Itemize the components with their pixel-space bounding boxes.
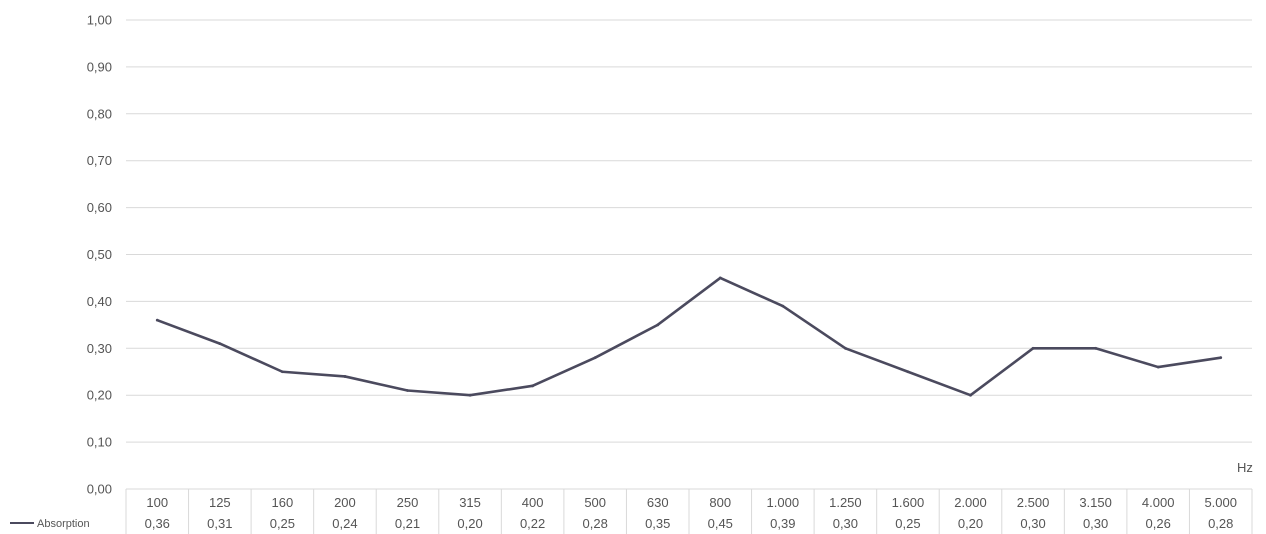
data-table-value: 0,35 [645, 516, 670, 531]
y-tick-label: 0,10 [87, 435, 112, 450]
x-tick-label: 4.000 [1142, 495, 1175, 510]
data-point [468, 393, 472, 397]
y-tick-label: 0,40 [87, 294, 112, 309]
data-table-value: 0,36 [145, 516, 170, 531]
data-table-value: 0,30 [1020, 516, 1045, 531]
y-tick-label: 1,00 [87, 13, 112, 28]
data-point [1031, 346, 1035, 350]
y-axis-ticks: 0,00 0,10 0,20 0,30 0,40 0,50 0,60 0,70 0,80 0,90… [87, 13, 112, 497]
x-tick-label: 5.000 [1204, 495, 1237, 510]
data-table-value: 0,25 [895, 516, 920, 531]
x-tick-label: 160 [272, 495, 294, 510]
data-point [843, 346, 847, 350]
x-unit-label: Hz [1237, 460, 1253, 475]
data-table-value: 0,24 [332, 516, 357, 531]
x-tick-label: 2.500 [1017, 495, 1050, 510]
y-tick-label: 0,70 [87, 153, 112, 168]
data-point [343, 375, 347, 378]
y-tick-label: 0,00 [87, 482, 112, 497]
data-table-value: 0,25 [270, 516, 295, 531]
data-table-value: 0,45 [708, 516, 733, 531]
data-table-value: 0,30 [833, 516, 858, 531]
data-table-value: 0,30 [1083, 516, 1108, 531]
data-point [781, 304, 785, 308]
y-tick-label: 0,90 [87, 59, 112, 74]
x-tick-label: 400 [522, 495, 544, 510]
data-point [593, 356, 597, 360]
y-tick-label: 0,80 [87, 106, 112, 121]
data-point [280, 370, 284, 374]
y-tick-label: 0,60 [87, 200, 112, 215]
data-point [906, 370, 910, 374]
y-tick-label: 0,20 [87, 388, 112, 403]
gridlines [126, 19, 1252, 490]
data-point [406, 389, 409, 392]
x-tick-label: 500 [584, 495, 606, 510]
y-tick-label: 0,30 [87, 341, 112, 356]
data-point [656, 323, 660, 327]
data-point [155, 318, 159, 322]
data-table-value: 0,26 [1146, 516, 1171, 531]
data-point [1094, 346, 1098, 350]
x-tick-label: 630 [647, 495, 669, 510]
data-table-value: 0,21 [395, 516, 420, 531]
x-tick-label: 250 [397, 495, 419, 510]
data-table: 100 0,36 125 0,31 160 0,25 200 0,24 250 0,21 315 0,… [125, 489, 1253, 534]
data-point [718, 276, 722, 280]
data-table-value: 0,20 [958, 516, 983, 531]
x-tick-label: 100 [146, 495, 168, 510]
data-table-value: 0,31 [207, 516, 232, 531]
x-tick-label: 1.000 [767, 495, 800, 510]
data-point [531, 384, 535, 388]
data-table-value: 0,39 [770, 516, 795, 531]
x-tick-label: 3.150 [1079, 495, 1112, 510]
x-tick-label: 1.250 [829, 495, 862, 510]
x-tick-label: 800 [709, 495, 731, 510]
data-table-value: 0,28 [583, 516, 608, 531]
data-point [1219, 356, 1223, 360]
legend-label-absorption: Absorption [37, 518, 90, 530]
x-tick-label: 2.000 [954, 495, 987, 510]
data-point [969, 393, 972, 397]
x-tick-label: 1.600 [892, 495, 925, 510]
legend: Absorption [10, 518, 90, 530]
data-table-value: 0,22 [520, 516, 545, 531]
data-table-value: 0,20 [457, 516, 482, 531]
data-point [218, 342, 222, 346]
data-table-value: 0,28 [1208, 516, 1233, 531]
x-tick-label: 125 [209, 495, 231, 510]
y-tick-label: 0,50 [87, 247, 112, 262]
data-point [1156, 365, 1160, 369]
series-line-absorption [155, 276, 1223, 397]
x-tick-label: 315 [459, 495, 481, 510]
series-layer [155, 276, 1223, 397]
x-tick-label: 200 [334, 495, 356, 510]
